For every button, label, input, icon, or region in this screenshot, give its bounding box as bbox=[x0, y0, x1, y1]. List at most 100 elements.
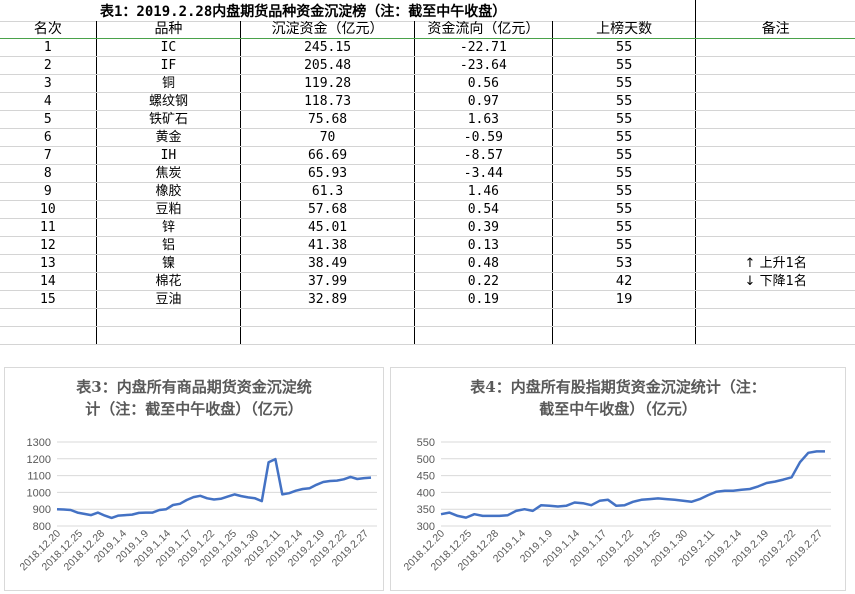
table-cell: 铜 bbox=[96, 74, 242, 93]
table-cell bbox=[695, 38, 855, 57]
table-cell: 55 bbox=[552, 128, 697, 147]
column-header: 上榜天数 bbox=[552, 21, 697, 39]
table-cell: 55 bbox=[552, 146, 697, 165]
table-cell: 0.19 bbox=[414, 290, 553, 309]
table-cell: 0.97 bbox=[414, 92, 553, 111]
chart-title-line: 截至中午收盘）（亿元） bbox=[539, 400, 697, 418]
table-cell: 245.15 bbox=[240, 38, 415, 57]
cell-divider bbox=[695, 0, 696, 21]
series-line bbox=[56, 457, 372, 520]
table-cell: 0.13 bbox=[414, 236, 553, 255]
commodity-chart[interactable]: 表3：内盘所有商品期货资金沉淀统 计（注：截至中午收盘）（亿元） 800 900 1… bbox=[4, 367, 384, 591]
table-cell: 75.68 bbox=[240, 110, 415, 129]
down-arrow-icon: ↓ bbox=[744, 274, 760, 289]
table-row: 6 黄金 70 -0.59 55 bbox=[0, 128, 855, 147]
table-cell: IH bbox=[96, 146, 242, 165]
table-cell: 3 bbox=[0, 74, 97, 93]
table-cell bbox=[0, 326, 97, 345]
table-header-row: 名次 品种 沉淀资金（亿元） 资金流向（亿元） 上榜天数 备注 bbox=[0, 21, 855, 39]
table-cell: 61.3 bbox=[240, 182, 415, 201]
table-cell bbox=[695, 74, 855, 93]
table-cell bbox=[695, 182, 855, 201]
table-cell: 豆粕 bbox=[96, 200, 242, 219]
chart-title-line: 表3：内盘所有商品期货资金沉淀统 bbox=[76, 378, 312, 396]
column-header: 名次 bbox=[0, 21, 97, 39]
table-row: 4 螺纹钢 118.73 0.97 55 bbox=[0, 92, 855, 111]
chart-title: 表3：内盘所有商品期货资金沉淀统 计（注：截至中午收盘）（亿元） bbox=[5, 376, 383, 420]
table-cell: 镍 bbox=[96, 254, 242, 273]
table-cell: ↑ 上升1名 bbox=[695, 254, 855, 273]
table-cell: 1.63 bbox=[414, 110, 553, 129]
y-tick-label: 1200 bbox=[27, 454, 51, 466]
table-row: 13 镍 38.49 0.48 53 ↑ 上升1名 bbox=[0, 254, 855, 273]
table-cell: 1.46 bbox=[414, 182, 553, 201]
column-header: 资金流向（亿元） bbox=[414, 21, 553, 39]
table-cell: 55 bbox=[552, 218, 697, 237]
note-text: 下降1名 bbox=[759, 274, 807, 289]
table-cell bbox=[695, 290, 855, 309]
y-tick-label: 400 bbox=[417, 487, 435, 499]
table-title: 表1：2019.2.28内盘期货品种资金沉淀榜（注：截至中午收盘） bbox=[100, 4, 507, 20]
table-cell: 38.49 bbox=[240, 254, 415, 273]
table-cell: 55 bbox=[552, 38, 697, 57]
table-cell bbox=[240, 326, 415, 345]
y-tick-label: 500 bbox=[417, 454, 435, 466]
table-cell: 0.54 bbox=[414, 200, 553, 219]
table-cell bbox=[695, 146, 855, 165]
table-cell: ↓ 下降1名 bbox=[695, 272, 855, 291]
table-cell: 橡胶 bbox=[96, 182, 242, 201]
table-cell: 65.93 bbox=[240, 164, 415, 183]
table-cell bbox=[695, 92, 855, 111]
table-cell: -0.59 bbox=[414, 128, 553, 147]
table-cell: 棉花 bbox=[96, 272, 242, 291]
table-cell: 0.22 bbox=[414, 272, 553, 291]
table-cell: 55 bbox=[552, 164, 697, 183]
note-text: 上升1名 bbox=[759, 256, 807, 271]
chart-title-line: 计（注：截至中午收盘）（亿元） bbox=[85, 400, 303, 418]
table-cell: 42 bbox=[552, 272, 697, 291]
table-cell bbox=[695, 326, 855, 345]
table-cell: IF bbox=[96, 56, 242, 75]
table-cell: 13 bbox=[0, 254, 97, 273]
table-cell: 70 bbox=[240, 128, 415, 147]
y-tick-label: 1300 bbox=[27, 437, 51, 449]
table-cell: 55 bbox=[552, 74, 697, 93]
ranking-table: 名次 品种 沉淀资金（亿元） 资金流向（亿元） 上榜天数 备注 1 IC 245.15 -22.7… bbox=[0, 21, 855, 345]
table-cell: 锌 bbox=[96, 218, 242, 237]
table-cell: 4 bbox=[0, 92, 97, 111]
table-cell: 53 bbox=[552, 254, 697, 273]
table-row: 3 铜 119.28 0.56 55 bbox=[0, 74, 855, 93]
chart-plot: 3003504004505005502018.12.202018.12.2520… bbox=[401, 437, 831, 573]
table-cell: 豆油 bbox=[96, 290, 242, 309]
table-cell: 55 bbox=[552, 92, 697, 111]
table-row: 7 IH 66.69 -8.57 55 bbox=[0, 146, 855, 165]
table-row: 14 棉花 37.99 0.22 42 ↓ 下降1名 bbox=[0, 272, 855, 291]
table-cell: 45.01 bbox=[240, 218, 415, 237]
table-cell: 55 bbox=[552, 200, 697, 219]
table-cell: 37.99 bbox=[240, 272, 415, 291]
table-cell bbox=[552, 326, 697, 345]
table-cell: 55 bbox=[552, 182, 697, 201]
table-cell: 55 bbox=[552, 236, 697, 255]
table-cell: 55 bbox=[552, 110, 697, 129]
table-row: 8 焦炭 65.93 -3.44 55 bbox=[0, 164, 855, 183]
y-tick-label: 450 bbox=[417, 471, 435, 483]
table-row: 2 IF 205.48 -23.64 55 bbox=[0, 56, 855, 75]
table-cell: 32.89 bbox=[240, 290, 415, 309]
table-cell: 11 bbox=[0, 218, 97, 237]
table-cell: 6 bbox=[0, 128, 97, 147]
table-cell: 8 bbox=[0, 164, 97, 183]
y-tick-label: 550 bbox=[417, 437, 435, 449]
up-arrow-icon: ↑ bbox=[744, 256, 760, 271]
y-tick-label: 350 bbox=[417, 504, 435, 516]
table-cell bbox=[0, 308, 97, 327]
table-cell: 118.73 bbox=[240, 92, 415, 111]
table-cell: 螺纹钢 bbox=[96, 92, 242, 111]
table-cell: -3.44 bbox=[414, 164, 553, 183]
table-cell: -23.64 bbox=[414, 56, 553, 75]
chart-title: 表4：内盘所有股指期货资金沉淀统计（注： 截至中午收盘）（亿元） bbox=[391, 376, 845, 420]
empty-row bbox=[0, 326, 855, 345]
index-futures-chart[interactable]: 表4：内盘所有股指期货资金沉淀统计（注： 截至中午收盘）（亿元） 300 350 4… bbox=[390, 367, 846, 591]
table-cell bbox=[240, 308, 415, 327]
empty-row bbox=[0, 308, 855, 327]
